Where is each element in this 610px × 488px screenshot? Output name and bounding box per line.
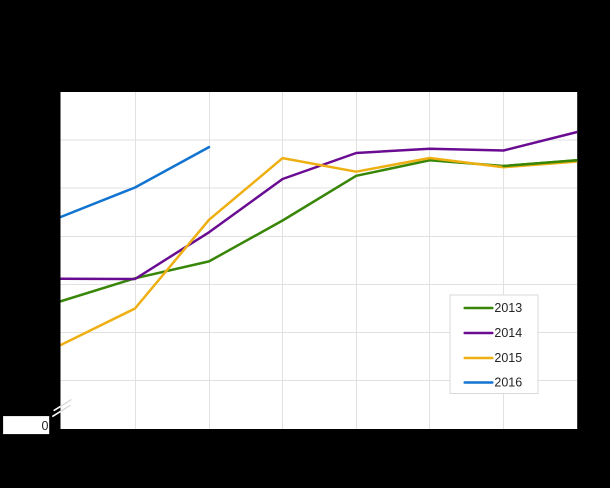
svg-text:0: 0 [41,419,48,433]
svg-text:2016: 2016 [494,376,522,390]
svg-text:2013: 2013 [494,301,522,315]
svg-text:2014: 2014 [494,326,522,340]
svg-text:2015: 2015 [494,351,522,365]
